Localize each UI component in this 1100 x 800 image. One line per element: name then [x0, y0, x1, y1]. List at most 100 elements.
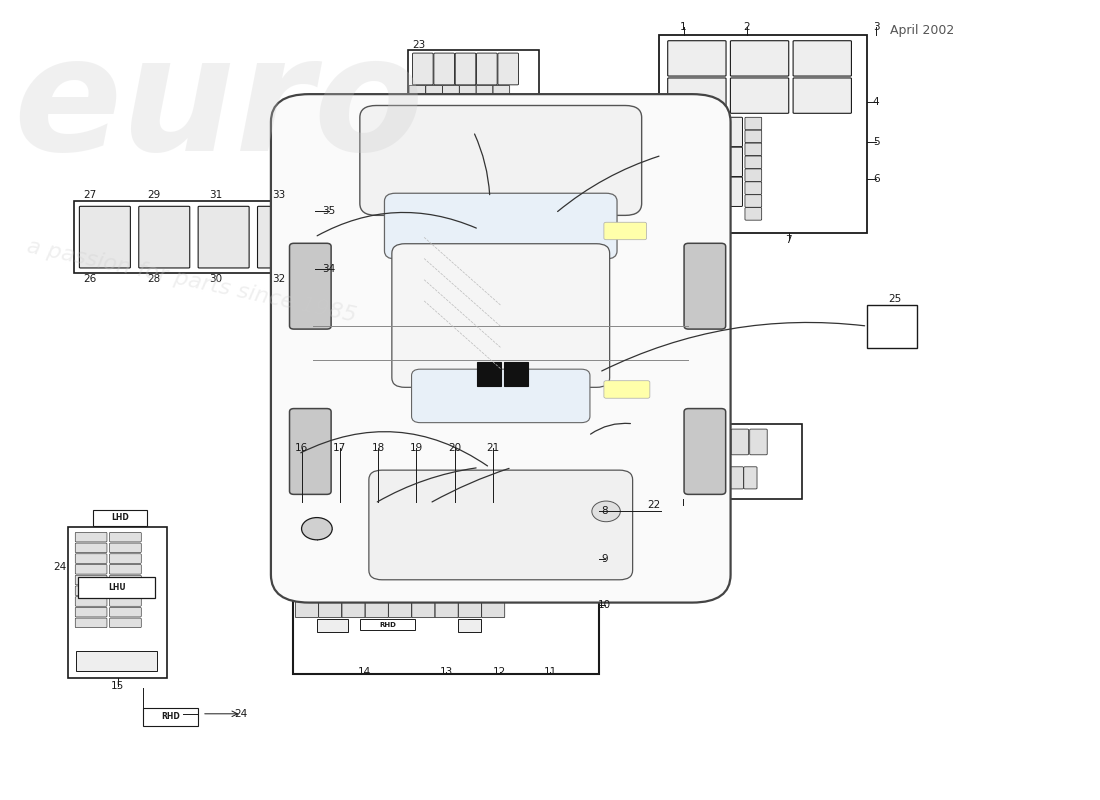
FancyBboxPatch shape	[415, 454, 452, 502]
FancyBboxPatch shape	[139, 206, 189, 268]
Text: 6: 6	[872, 174, 880, 184]
Text: 7: 7	[785, 234, 792, 245]
FancyBboxPatch shape	[455, 53, 476, 85]
FancyBboxPatch shape	[459, 619, 482, 632]
FancyBboxPatch shape	[454, 454, 491, 502]
FancyBboxPatch shape	[668, 182, 684, 194]
Circle shape	[592, 501, 620, 522]
Text: 5: 5	[872, 137, 880, 147]
FancyBboxPatch shape	[717, 467, 730, 489]
FancyBboxPatch shape	[79, 206, 131, 268]
FancyBboxPatch shape	[75, 597, 107, 606]
FancyBboxPatch shape	[482, 602, 505, 618]
Text: 23: 23	[412, 40, 426, 50]
Text: 34: 34	[322, 264, 335, 274]
FancyBboxPatch shape	[493, 454, 530, 502]
FancyBboxPatch shape	[426, 86, 442, 113]
Text: 8: 8	[602, 506, 608, 516]
FancyBboxPatch shape	[649, 467, 662, 489]
FancyBboxPatch shape	[76, 651, 157, 670]
FancyBboxPatch shape	[110, 607, 141, 617]
FancyBboxPatch shape	[638, 429, 656, 455]
FancyBboxPatch shape	[365, 602, 388, 618]
FancyBboxPatch shape	[604, 381, 650, 398]
FancyBboxPatch shape	[668, 169, 684, 182]
FancyBboxPatch shape	[289, 409, 331, 494]
FancyBboxPatch shape	[271, 94, 730, 602]
FancyBboxPatch shape	[635, 467, 648, 489]
FancyBboxPatch shape	[360, 106, 641, 215]
Text: a passion for parts since 1985: a passion for parts since 1985	[24, 236, 358, 326]
FancyBboxPatch shape	[409, 86, 426, 113]
Text: 2: 2	[744, 22, 750, 32]
FancyBboxPatch shape	[703, 467, 716, 489]
FancyBboxPatch shape	[375, 454, 412, 502]
FancyBboxPatch shape	[668, 78, 726, 114]
FancyBboxPatch shape	[690, 467, 703, 489]
Circle shape	[301, 518, 332, 540]
FancyBboxPatch shape	[732, 429, 748, 455]
FancyBboxPatch shape	[745, 182, 761, 194]
Text: 10: 10	[598, 600, 612, 610]
FancyBboxPatch shape	[632, 424, 802, 499]
FancyBboxPatch shape	[75, 575, 107, 585]
Text: 31: 31	[210, 190, 223, 200]
FancyBboxPatch shape	[668, 118, 684, 130]
FancyBboxPatch shape	[498, 53, 518, 85]
FancyBboxPatch shape	[509, 508, 540, 525]
FancyBboxPatch shape	[412, 53, 433, 85]
Bar	[504, 362, 528, 386]
FancyBboxPatch shape	[442, 508, 474, 525]
FancyBboxPatch shape	[75, 618, 107, 628]
Text: April 2002: April 2002	[890, 24, 954, 37]
FancyBboxPatch shape	[392, 244, 609, 387]
Text: 24: 24	[53, 562, 66, 572]
FancyBboxPatch shape	[793, 41, 851, 76]
FancyBboxPatch shape	[668, 41, 726, 76]
FancyBboxPatch shape	[319, 602, 342, 618]
FancyBboxPatch shape	[94, 510, 147, 526]
FancyBboxPatch shape	[342, 602, 365, 618]
Text: 3: 3	[872, 22, 880, 32]
FancyBboxPatch shape	[744, 467, 757, 489]
FancyBboxPatch shape	[74, 202, 315, 273]
Text: euro: euro	[13, 29, 425, 183]
FancyBboxPatch shape	[694, 429, 712, 455]
FancyBboxPatch shape	[730, 78, 789, 114]
FancyBboxPatch shape	[730, 467, 744, 489]
FancyBboxPatch shape	[436, 602, 459, 618]
FancyBboxPatch shape	[385, 194, 617, 259]
FancyBboxPatch shape	[75, 565, 107, 574]
FancyBboxPatch shape	[409, 508, 440, 525]
FancyBboxPatch shape	[75, 586, 107, 595]
FancyBboxPatch shape	[334, 565, 417, 595]
FancyBboxPatch shape	[608, 445, 632, 478]
FancyBboxPatch shape	[110, 575, 141, 585]
FancyBboxPatch shape	[297, 454, 334, 502]
FancyBboxPatch shape	[793, 78, 851, 114]
FancyBboxPatch shape	[750, 429, 767, 455]
FancyBboxPatch shape	[668, 156, 684, 169]
Text: 19: 19	[410, 442, 424, 453]
FancyBboxPatch shape	[143, 708, 198, 726]
Text: 30: 30	[210, 274, 223, 284]
Text: 18: 18	[372, 442, 385, 453]
FancyBboxPatch shape	[459, 602, 482, 618]
FancyBboxPatch shape	[110, 586, 141, 595]
FancyBboxPatch shape	[745, 169, 761, 182]
FancyBboxPatch shape	[675, 429, 693, 455]
FancyBboxPatch shape	[668, 208, 684, 220]
FancyBboxPatch shape	[745, 194, 761, 207]
FancyBboxPatch shape	[360, 619, 416, 630]
Text: 1: 1	[680, 22, 686, 32]
Text: 4: 4	[872, 97, 880, 107]
FancyBboxPatch shape	[296, 602, 318, 618]
Text: 27: 27	[84, 190, 97, 200]
Text: 32: 32	[272, 274, 285, 284]
FancyBboxPatch shape	[110, 597, 141, 606]
FancyBboxPatch shape	[476, 508, 507, 525]
Text: LHU: LHU	[108, 583, 125, 592]
FancyBboxPatch shape	[68, 527, 167, 678]
FancyBboxPatch shape	[684, 409, 726, 494]
Text: 12: 12	[493, 666, 506, 677]
